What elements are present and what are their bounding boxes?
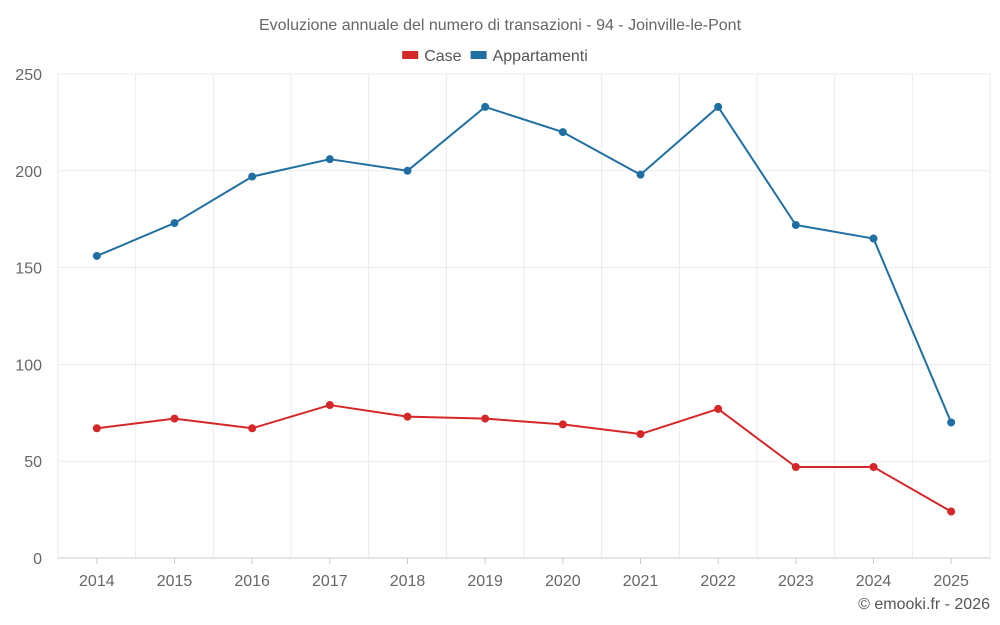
data-point-appartamenti[interactable] [170, 219, 179, 228]
legend: Case Appartamenti [402, 48, 588, 65]
y-tick-label: 150 [15, 261, 42, 278]
x-tick-label: 2019 [467, 573, 503, 590]
x-tick-label: 2018 [390, 573, 426, 590]
y-tick-label: 100 [15, 357, 42, 374]
x-axis-ticks: 2014 2015 2016 2017 2018 2019 2020 2021 2022 2023… [79, 558, 969, 590]
data-point-case[interactable] [558, 420, 567, 429]
data-point-appartamenti[interactable] [92, 251, 101, 260]
legend-swatch-case [402, 51, 419, 59]
data-point-appartamenti[interactable] [714, 102, 723, 111]
grid-lines [57, 73, 991, 559]
x-tick-label: 2016 [234, 573, 270, 590]
data-point-appartamenti[interactable] [248, 172, 257, 181]
y-axis-ticks: 0 50 100 150 200 250 [15, 67, 42, 568]
data-point-appartamenti[interactable] [791, 221, 800, 230]
x-tick-label: 2025 [933, 573, 969, 590]
legend-label-appartamenti[interactable]: Appartamenti [493, 48, 588, 65]
chart-title: Evoluzione annuale del numero di transaz… [259, 17, 742, 34]
copyright-text: © emooki.fr - 2026 [858, 596, 990, 613]
data-point-case[interactable] [791, 463, 800, 472]
data-point-case[interactable] [869, 463, 878, 472]
data-point-case[interactable] [636, 430, 645, 439]
y-tick-label: 0 [33, 551, 42, 568]
x-tick-label: 2023 [778, 573, 814, 590]
legend-label-case[interactable]: Case [424, 48, 461, 65]
series-line-appartamenti [96, 105, 953, 423]
x-tick-label: 2024 [856, 573, 892, 590]
x-tick-label: 2020 [545, 573, 581, 590]
data-point-case[interactable] [92, 424, 101, 433]
y-tick-label: 250 [15, 67, 42, 84]
data-point-appartamenti[interactable] [947, 418, 956, 427]
x-tick-label: 2022 [700, 573, 736, 590]
data-point-appartamenti[interactable] [325, 155, 334, 164]
y-tick-label: 200 [15, 164, 42, 181]
data-point-appartamenti[interactable] [558, 128, 567, 137]
x-tick-label: 2015 [157, 573, 193, 590]
x-tick-label: 2021 [623, 573, 659, 590]
series-layer [92, 102, 956, 516]
data-point-appartamenti[interactable] [636, 170, 645, 179]
data-point-appartamenti[interactable] [403, 166, 412, 175]
data-point-case[interactable] [325, 401, 334, 410]
legend-swatch-appartamenti [470, 51, 487, 59]
y-tick-label: 50 [24, 454, 42, 471]
data-point-appartamenti[interactable] [481, 102, 490, 111]
data-point-case[interactable] [947, 507, 956, 516]
data-point-case[interactable] [403, 412, 412, 421]
data-point-case[interactable] [248, 424, 257, 433]
data-point-case[interactable] [170, 414, 179, 423]
data-point-case[interactable] [481, 414, 490, 423]
x-tick-label: 2014 [79, 573, 115, 590]
data-point-case[interactable] [714, 404, 723, 413]
series-line-case [96, 404, 952, 513]
x-tick-label: 2017 [312, 573, 348, 590]
data-point-appartamenti[interactable] [869, 234, 878, 243]
